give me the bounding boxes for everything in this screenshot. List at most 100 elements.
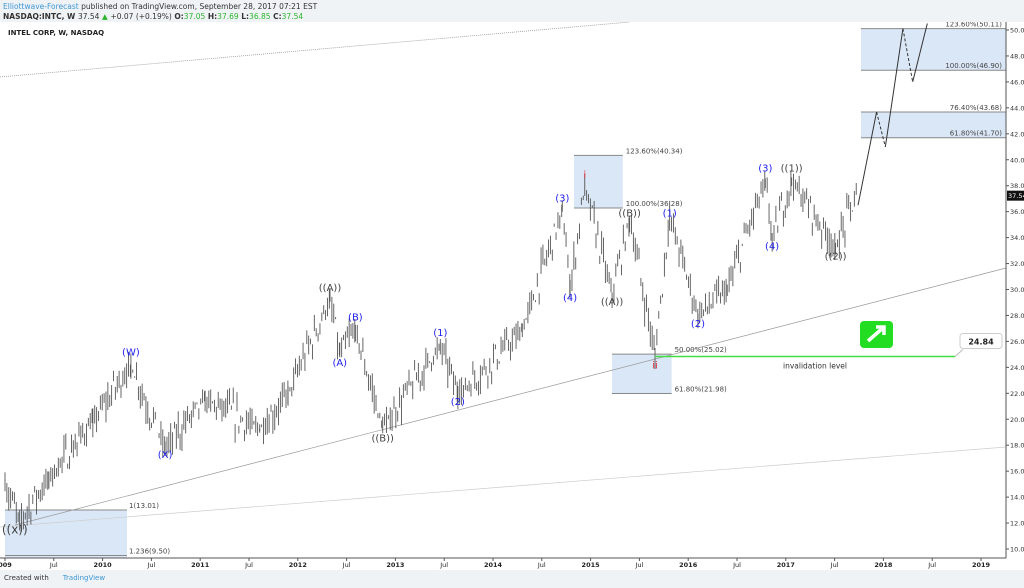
wave-label: (3)	[758, 163, 772, 174]
projection-path	[857, 111, 878, 206]
wave-label: (W)	[122, 348, 140, 359]
projection-path	[902, 28, 914, 82]
time-tick-label: Jul	[439, 561, 448, 569]
invalidation-value: 24.84	[968, 337, 994, 346]
wave-label: (4)	[765, 241, 779, 252]
fib-box	[574, 155, 623, 209]
wave-label: ((A))	[319, 283, 342, 294]
price-tick-label: 40.00	[1010, 156, 1024, 164]
price-chart[interactable]: INTEL CORP, W, NASDAQ 1(13.01) 1.236(9.50…	[0, 22, 1024, 570]
wave-label: (2)	[691, 319, 705, 330]
fib-label: 1.236(9.50)	[129, 547, 170, 555]
tradingview-link[interactable]: TradingView	[62, 574, 106, 582]
price-tick-label: 36.00	[1010, 208, 1024, 216]
time-tick-label: 2018	[874, 561, 893, 569]
time-tick-label: 2011	[191, 561, 210, 569]
current-price-label: 37.54	[1008, 192, 1024, 200]
price-tick-label: 50.00	[1010, 27, 1024, 35]
fib-label: 76.40%(43.68)	[950, 104, 1002, 112]
arrow-glyph	[866, 325, 886, 343]
wave-label: ((2))	[825, 252, 847, 263]
trendline-base	[0, 446, 1007, 528]
wave-label: i	[583, 170, 586, 181]
wave-label: (1)	[433, 328, 447, 339]
time-tick-label: Jul	[537, 561, 546, 569]
price-tick-label: 44.00	[1010, 104, 1024, 112]
publish-text: published on TradingView.com, September …	[81, 2, 318, 11]
price-tick-label: 22.00	[1010, 390, 1024, 398]
author-link[interactable]: Elliottwave-Forecast	[3, 2, 79, 11]
wave-label: (B)	[348, 313, 363, 324]
publish-info: Elliottwave-Forecast published on Tradin…	[3, 2, 317, 11]
price-tick-label: 46.00	[1010, 78, 1024, 86]
chart-title: INTEL CORP, W, NASDAQ	[8, 29, 104, 37]
price-tick-label: 30.00	[1010, 286, 1024, 294]
invalidation-label: invalidation level	[783, 361, 847, 370]
fib-box	[860, 28, 1006, 71]
footer: Created with TradingView	[4, 574, 105, 582]
time-tick-label: Jul	[244, 561, 253, 569]
time-tick-label: 2013	[386, 561, 404, 569]
fib-label: 61.80%(41.70)	[950, 130, 1002, 138]
price-tick-label: 18.00	[1010, 442, 1024, 450]
open: 37.05	[183, 12, 206, 21]
symbol-info: NASDAQ:INTC, W 37.54 ▲ +0.07 (+0.19%) O:…	[3, 12, 304, 21]
time-tick-label: 2012	[289, 561, 307, 569]
price-tick-label: 20.00	[1010, 416, 1024, 424]
wave-label: ((1))	[781, 163, 803, 174]
symbol: NASDAQ:INTC, W	[3, 12, 76, 21]
time-tick-label: Jul	[927, 561, 936, 569]
price-tick-label: 48.00	[1010, 52, 1024, 60]
wave-label: (2)	[451, 397, 465, 408]
fib-label: 100.00%(46.90)	[945, 62, 1002, 70]
last-price: 37.54	[77, 12, 100, 21]
price-tick-label: 28.00	[1010, 312, 1024, 320]
created-with: Created with	[4, 574, 49, 582]
wave-label: ((B))	[371, 433, 394, 444]
time-tick-label: Jul	[830, 561, 839, 569]
price-tick-label: 26.00	[1010, 338, 1024, 346]
price-axis-bg	[1006, 22, 1024, 570]
trend-up-arrow-icon	[860, 321, 893, 348]
time-tick-label: 2015	[582, 561, 601, 569]
change: +0.07 (+0.19%)	[110, 12, 172, 21]
price-tick-label: 16.00	[1010, 468, 1024, 476]
time-tick-label: Jul	[634, 561, 643, 569]
price-tick-label: 34.00	[1010, 234, 1024, 242]
price-tick-label: 24.00	[1010, 364, 1024, 372]
time-tick-label: Jul	[342, 561, 351, 569]
fib-box	[860, 112, 1006, 138]
time-tick-label: Jul	[49, 561, 58, 569]
wave-label: (A)	[332, 358, 347, 369]
time-tick-label: 2010	[94, 561, 113, 569]
fib-label: 123.60%(50.11)	[945, 22, 1002, 29]
time-tick-label: Jul	[732, 561, 741, 569]
fib-label: 100.00%(36.28)	[626, 200, 683, 208]
wave-label: ((A))	[601, 297, 624, 308]
time-tick-label: 009	[0, 561, 12, 569]
price-tick-label: 10.00	[1010, 546, 1024, 554]
close: 37.54	[281, 12, 304, 21]
trendline-lower	[14, 267, 1007, 526]
high: 37.69	[217, 12, 239, 21]
callout-pointer	[954, 349, 964, 357]
trendline-upper	[0, 22, 631, 78]
wave-label: ((B))	[618, 208, 641, 219]
wave-label: (4)	[563, 293, 577, 304]
price-tick-label: 32.00	[1010, 260, 1024, 268]
wave-label: (X)	[158, 450, 173, 461]
projection-path	[912, 23, 928, 83]
wave-label: ((x))	[2, 522, 28, 536]
time-tick-label: 2019	[972, 561, 991, 569]
projection-path	[884, 28, 904, 147]
time-tick-label: Jul	[146, 561, 155, 569]
wave-label: ii	[652, 361, 658, 372]
time-tick-label: 2017	[777, 561, 795, 569]
current-price-tag	[1007, 190, 1024, 201]
time-tick-label: 2016	[679, 561, 698, 569]
fib-label: 61.80%(21.98)	[675, 386, 727, 394]
up-triangle-icon: ▲	[102, 12, 108, 21]
wave-label: (3)	[555, 193, 569, 204]
price-tick-label: 14.00	[1010, 494, 1024, 502]
fib-box	[612, 354, 672, 394]
